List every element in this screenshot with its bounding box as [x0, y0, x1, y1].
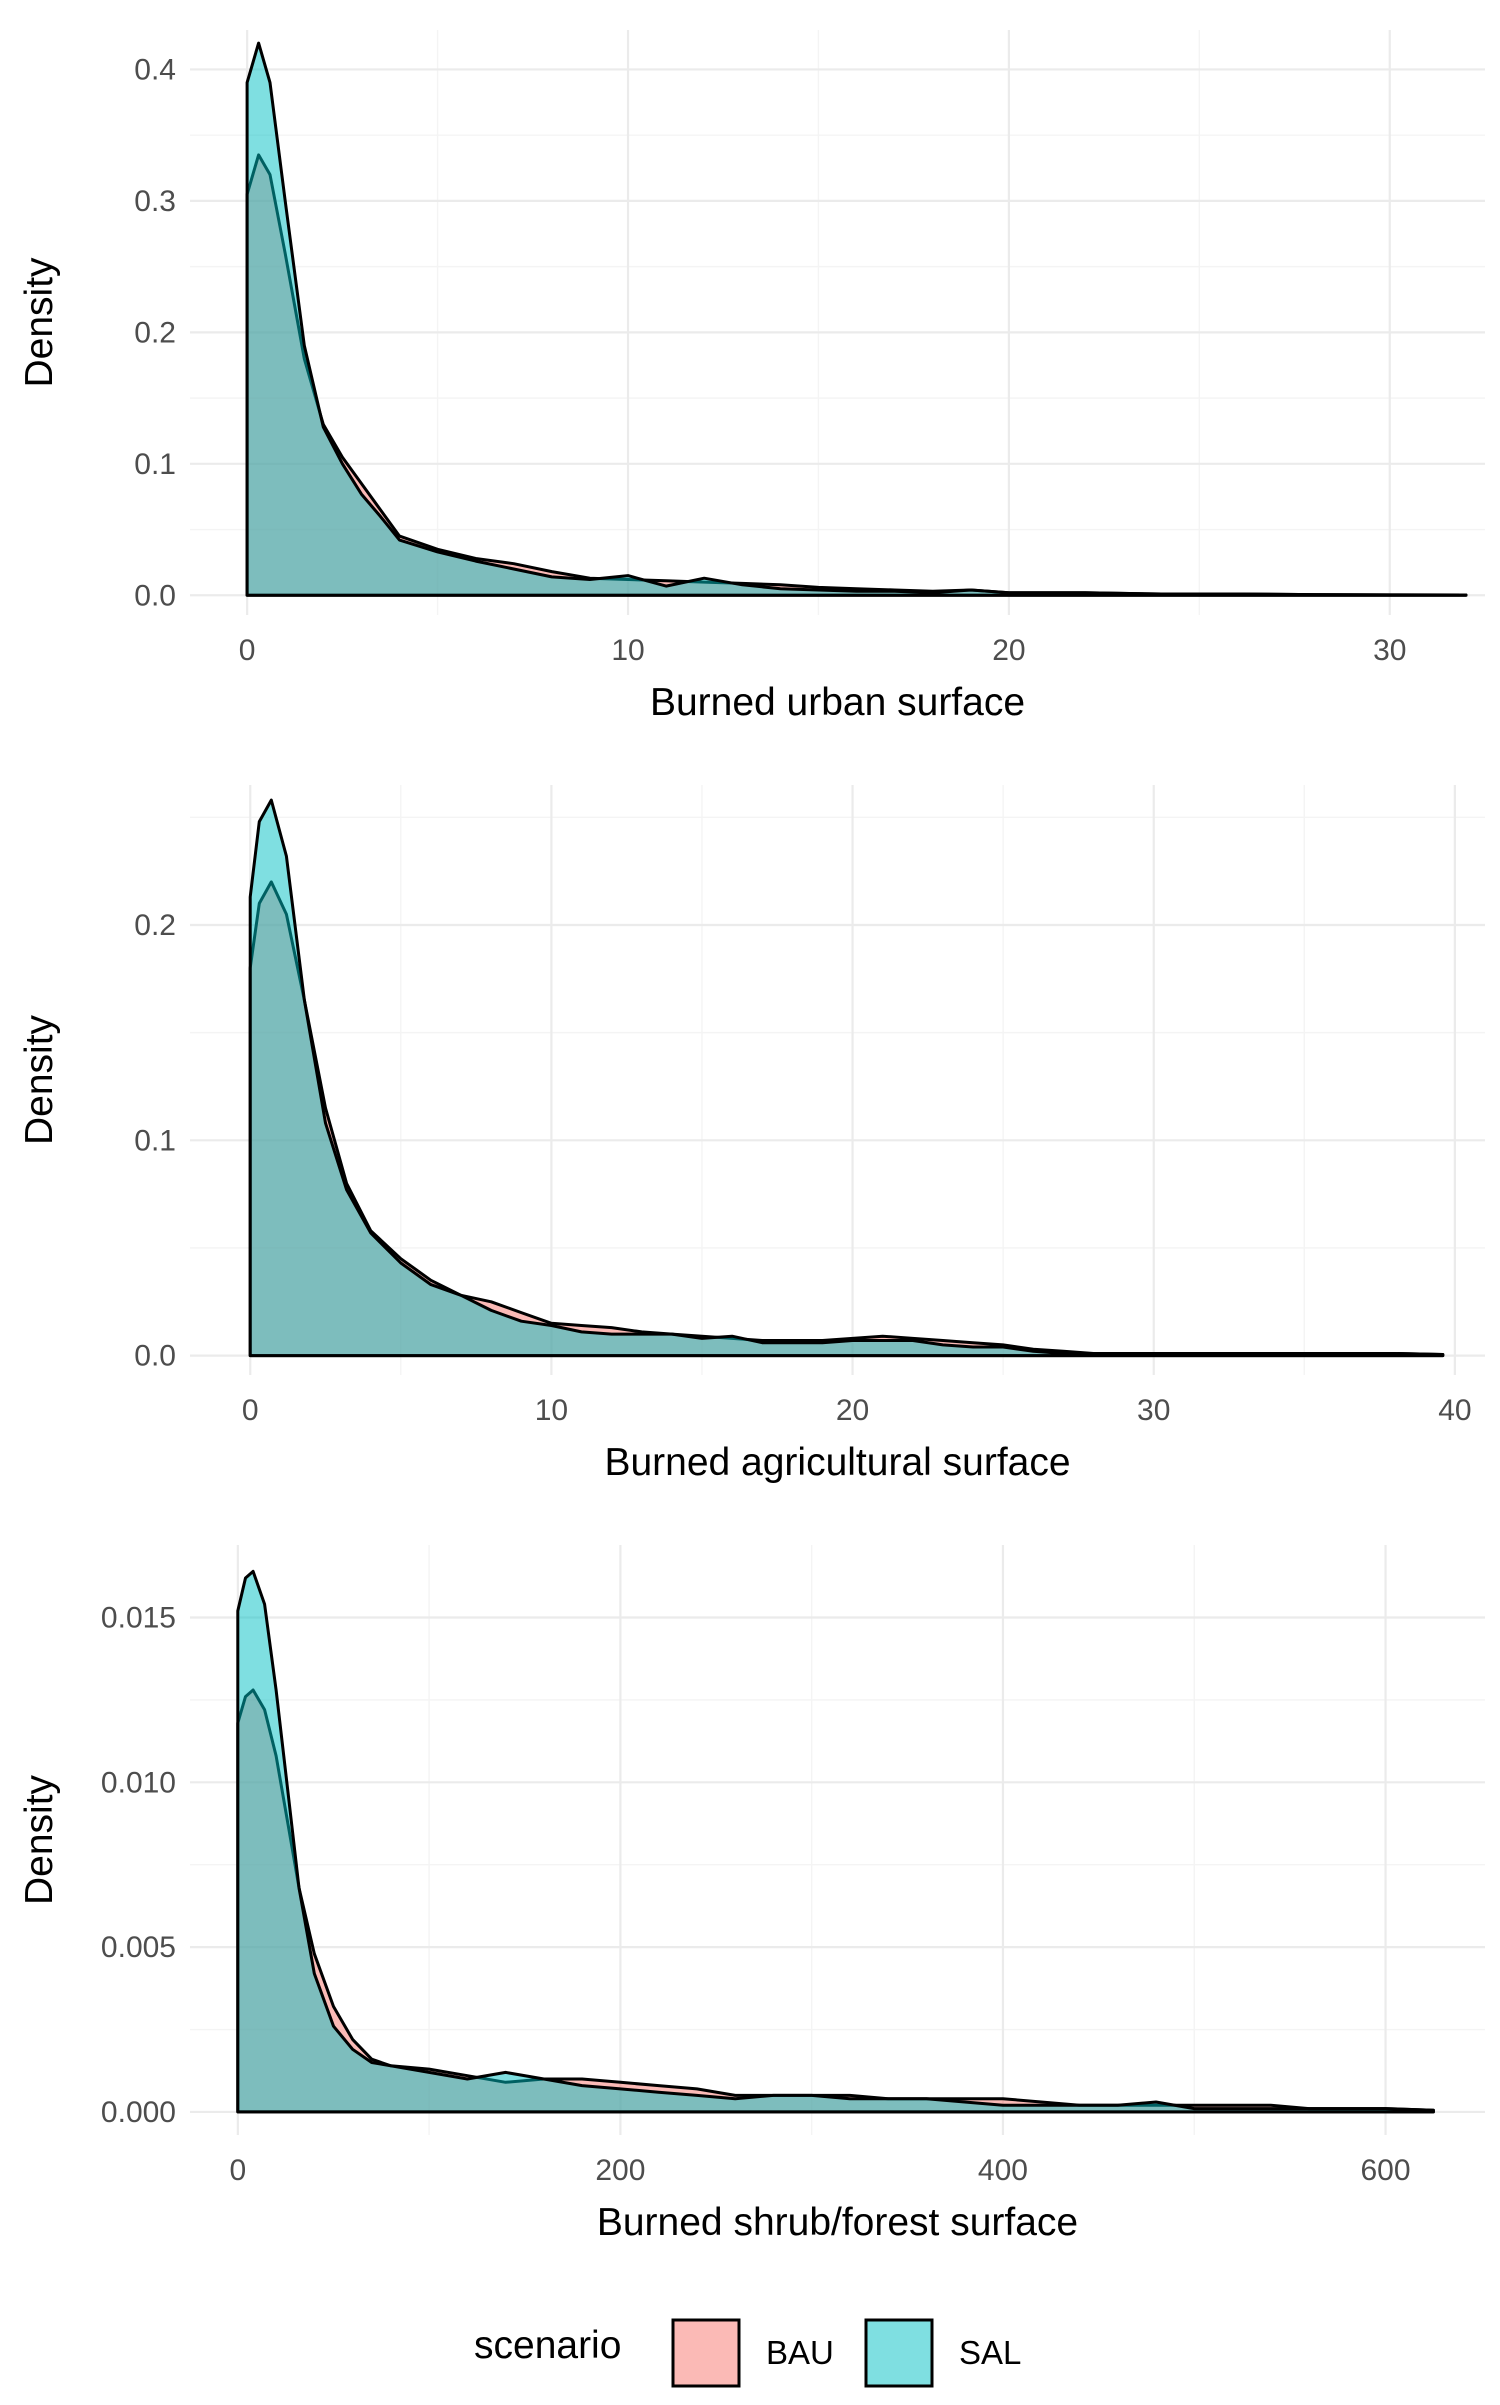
x-tick-label: 0	[229, 2154, 246, 2187]
y-tick-label: 0.005	[101, 1931, 176, 1964]
density-area-sal	[248, 798, 1445, 1358]
x-tick-label: 0	[239, 634, 256, 667]
density-panel-3: 0.000 0.005 0.010 0.015 0 200 400 600 Burned shr…	[18, 1545, 1485, 2244]
density-area-bau	[236, 1688, 1435, 2114]
density-area-sal	[236, 1569, 1435, 2114]
panels: 0.0 0.1 0.2 0.3 0.4 0 10 20 30 Burned urban surfa…	[18, 30, 1485, 2244]
legend-key-sal	[864, 2318, 934, 2388]
x-tick-label: 600	[1361, 2154, 1411, 2187]
y-tick-label: 0.4	[134, 53, 176, 86]
y-tick-label: 0.2	[134, 316, 176, 349]
y-tick-label: 0.0	[134, 579, 176, 612]
y-tick-label: 0.000	[101, 2096, 176, 2129]
x-tick-label: 40	[1438, 1394, 1471, 1427]
x-tick-label: 10	[535, 1394, 568, 1427]
y-axis-title: Density	[18, 1774, 61, 1905]
x-tick-label: 30	[1373, 634, 1406, 667]
y-tick-label: 0.1	[134, 448, 176, 481]
legend-key-bau	[671, 2318, 741, 2388]
x-tick-label: 30	[1137, 1394, 1170, 1427]
density-panel-1: 0.0 0.1 0.2 0.3 0.4 0 10 20 30 Burned urban surfa…	[18, 30, 1485, 724]
x-axis-title: Burned agricultural surface	[604, 1441, 1070, 1484]
x-tick-label: 10	[611, 634, 644, 667]
x-tick-label: 200	[595, 2154, 645, 2187]
y-tick-label: 0.015	[101, 1602, 176, 1635]
y-tick-label: 0.2	[134, 909, 176, 942]
legend-label-bau: BAU	[766, 2334, 834, 2371]
x-tick-label: 0	[242, 1394, 259, 1427]
y-axis-title: Density	[18, 1014, 61, 1145]
legend-label-sal: SAL	[959, 2334, 1021, 2371]
y-axis-title: Density	[18, 257, 61, 388]
legend: scenario BAU SAL	[474, 2318, 1021, 2388]
x-tick-label: 400	[978, 2154, 1028, 2187]
y-tick-label: 0.010	[101, 1766, 176, 1799]
x-tick-label: 20	[836, 1394, 869, 1427]
x-tick-label: 20	[992, 634, 1025, 667]
y-tick-label: 0.0	[134, 1340, 176, 1373]
density-area-sal	[245, 41, 1468, 597]
legend-title: scenario	[474, 2324, 621, 2367]
x-axis-title: Burned urban surface	[650, 681, 1025, 724]
x-axis-title: Burned shrub/forest surface	[597, 2201, 1078, 2244]
density-panel-2: 0.0 0.1 0.2 0 10 20 30 40 Burned agricultural su…	[18, 785, 1485, 1484]
y-tick-label: 0.3	[134, 185, 176, 218]
y-tick-label: 0.1	[134, 1124, 176, 1157]
